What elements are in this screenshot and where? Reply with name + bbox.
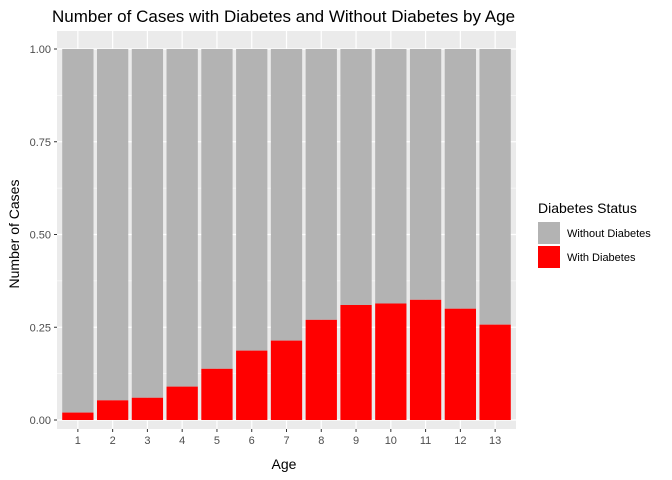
x-tick-label: 12 bbox=[454, 435, 466, 447]
bar-without-diabetes-age-9 bbox=[340, 49, 372, 305]
y-tick-label: 0.25 bbox=[30, 322, 51, 334]
bar-without-diabetes-age-12 bbox=[444, 49, 477, 309]
bar-without-diabetes-age-13 bbox=[479, 49, 511, 325]
bar-with-diabetes-age-1 bbox=[62, 412, 94, 420]
bar-with-diabetes-age-2 bbox=[96, 400, 129, 420]
bar-without-diabetes-age-8 bbox=[305, 49, 337, 320]
bar-with-diabetes-age-4 bbox=[166, 386, 198, 420]
legend-swatch bbox=[538, 222, 560, 244]
x-tick-label: 4 bbox=[179, 435, 185, 447]
legend-label: Without Diabetes bbox=[567, 228, 651, 240]
y-axis-title: Number of Cases bbox=[6, 180, 22, 289]
bar-with-diabetes-age-13 bbox=[479, 324, 511, 420]
x-tick-label: 3 bbox=[144, 435, 150, 447]
x-tick-label: 7 bbox=[283, 435, 289, 447]
bar-with-diabetes-age-9 bbox=[340, 304, 372, 420]
bar-without-diabetes-age-10 bbox=[375, 49, 407, 304]
bar-with-diabetes-age-10 bbox=[375, 303, 407, 420]
y-tick-label: 0.75 bbox=[30, 137, 51, 149]
x-axis: 1 2 3 4 5 6 7 8 9 10 11 12 13 bbox=[75, 429, 501, 447]
x-tick-label: 1 bbox=[75, 435, 81, 447]
x-tick-label: 10 bbox=[385, 435, 397, 447]
bar-with-diabetes-age-8 bbox=[305, 319, 337, 420]
chart-title: Number of Cases with Diabetes and Withou… bbox=[52, 7, 515, 26]
bar-with-diabetes-age-7 bbox=[270, 340, 303, 420]
bar-without-diabetes-age-11 bbox=[409, 49, 442, 300]
x-tick-label: 9 bbox=[353, 435, 359, 447]
legend: Diabetes Status Without Diabetes With Dia… bbox=[538, 200, 651, 268]
y-tick-label: 0.50 bbox=[30, 230, 51, 242]
bar-without-diabetes-age-3 bbox=[131, 49, 164, 398]
bar-with-diabetes-age-6 bbox=[236, 350, 268, 420]
bars bbox=[62, 49, 511, 420]
bar-with-diabetes-age-12 bbox=[444, 308, 477, 420]
bar-without-diabetes-age-6 bbox=[236, 49, 268, 351]
bar-with-diabetes-age-11 bbox=[409, 299, 442, 420]
x-tick-label: 6 bbox=[249, 435, 255, 447]
bar-without-diabetes-age-4 bbox=[166, 49, 198, 387]
x-tick-label: 13 bbox=[489, 435, 501, 447]
bar-without-diabetes-age-2 bbox=[96, 49, 129, 401]
legend-swatch bbox=[538, 246, 560, 268]
bar-with-diabetes-age-3 bbox=[131, 397, 164, 420]
y-tick-label: 0.00 bbox=[30, 415, 51, 427]
x-tick-label: 8 bbox=[318, 435, 324, 447]
bar-without-diabetes-age-7 bbox=[270, 49, 303, 341]
y-axis: 0.00 0.25 0.50 0.75 1.00 bbox=[30, 44, 57, 427]
x-tick-label: 2 bbox=[110, 435, 116, 447]
bar-with-diabetes-age-5 bbox=[201, 368, 233, 420]
x-axis-title: Age bbox=[272, 456, 297, 472]
y-tick-label: 1.00 bbox=[30, 44, 51, 56]
bar-without-diabetes-age-5 bbox=[201, 49, 233, 369]
x-tick-label: 5 bbox=[214, 435, 220, 447]
x-tick-label: 11 bbox=[420, 435, 431, 447]
legend-title: Diabetes Status bbox=[538, 200, 637, 216]
bar-without-diabetes-age-1 bbox=[62, 49, 94, 413]
legend-label: With Diabetes bbox=[567, 252, 636, 264]
